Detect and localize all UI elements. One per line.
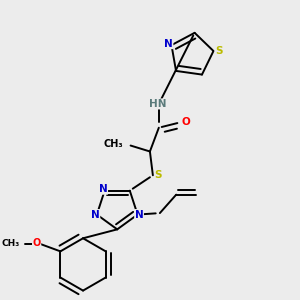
Text: CH₃: CH₃: [1, 239, 20, 248]
Text: CH₃: CH₃: [103, 139, 123, 149]
Text: S: S: [154, 170, 162, 180]
Text: O: O: [182, 117, 190, 128]
Text: N: N: [164, 39, 173, 49]
Text: N: N: [135, 210, 143, 220]
Text: O: O: [32, 238, 41, 248]
Text: N: N: [91, 210, 100, 220]
Text: S: S: [215, 46, 223, 56]
Text: N: N: [99, 184, 107, 194]
Text: HN: HN: [148, 99, 166, 109]
